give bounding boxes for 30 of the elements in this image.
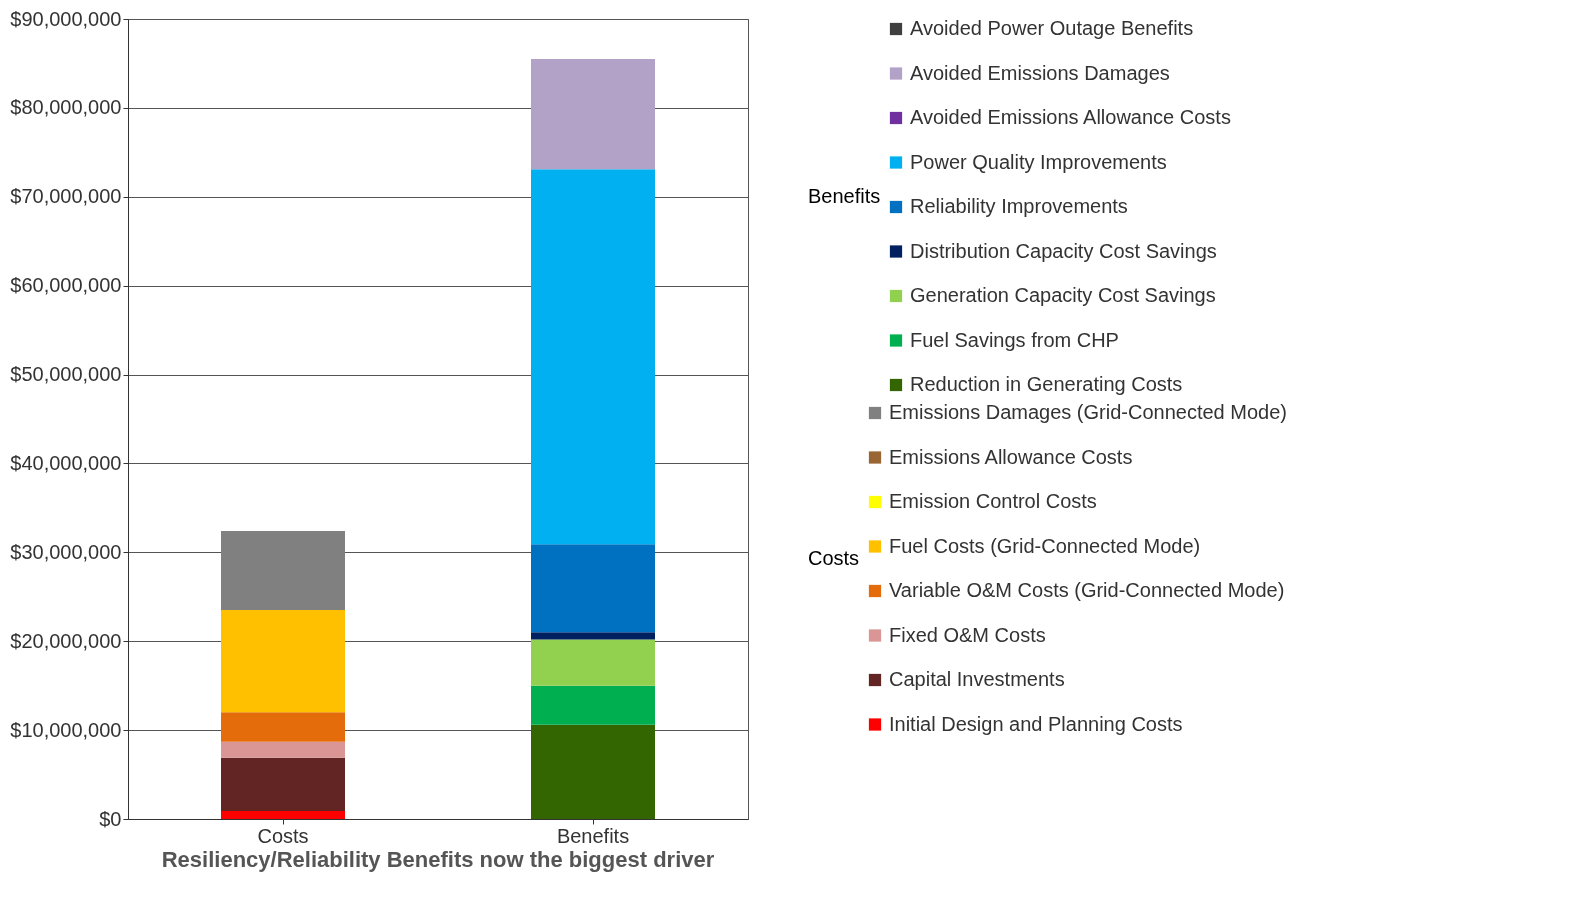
- y-tick-label: $0: [99, 807, 122, 830]
- legend-label: Fuel Savings from CHP: [910, 328, 1119, 351]
- legend-label: Avoided Emissions Damages: [910, 61, 1170, 84]
- legend-label: Variable O&M Costs (Grid-Connected Mode): [889, 579, 1285, 601]
- y-tick-label: $10,000,000: [10, 718, 122, 741]
- y-tick-label: $40,000,000: [10, 451, 122, 474]
- y-tick-label: $60,000,000: [10, 274, 122, 297]
- legend-label: Reliability Improvements: [910, 195, 1128, 217]
- legend-label: Generation Capacity Cost Savings: [910, 284, 1216, 306]
- legend-label: Avoided Power Outage Benefits: [910, 17, 1194, 39]
- legend-label: Power Quality Improvements: [910, 150, 1167, 173]
- legend-label: Emissions Damages (Grid-Connected Mode): [889, 401, 1287, 423]
- legend-label: Emission Control Costs: [889, 490, 1097, 512]
- y-tick-label: $90,000,000: [10, 7, 122, 30]
- y-tick-label: $30,000,000: [10, 540, 122, 563]
- y-tick-label: $70,000,000: [10, 185, 122, 208]
- legend-label: Capital Investments: [889, 668, 1065, 690]
- y-tick-label: $50,000,000: [10, 363, 122, 386]
- text: Resiliency/Reliability Benefits now the biggest driver: [161, 847, 715, 872]
- text: Costs: [808, 547, 860, 569]
- legend-label: Emissions Allowance Costs: [889, 445, 1133, 468]
- legend-label: Fixed O&M Costs: [889, 623, 1046, 646]
- legend-label: Reduction in Generating Costs: [910, 373, 1183, 395]
- legend-label: Distribution Capacity Cost Savings: [910, 239, 1217, 262]
- legend-label: Initial Design and Planning Costs: [889, 712, 1183, 735]
- y-tick-label: $80,000,000: [10, 96, 122, 119]
- text: Benefits: [808, 185, 881, 207]
- legend-label: Avoided Emissions Allowance Costs: [910, 106, 1231, 128]
- y-tick-label: $20,000,000: [10, 629, 122, 652]
- legend-label: Fuel Costs (Grid-Connected Mode): [889, 534, 1201, 557]
